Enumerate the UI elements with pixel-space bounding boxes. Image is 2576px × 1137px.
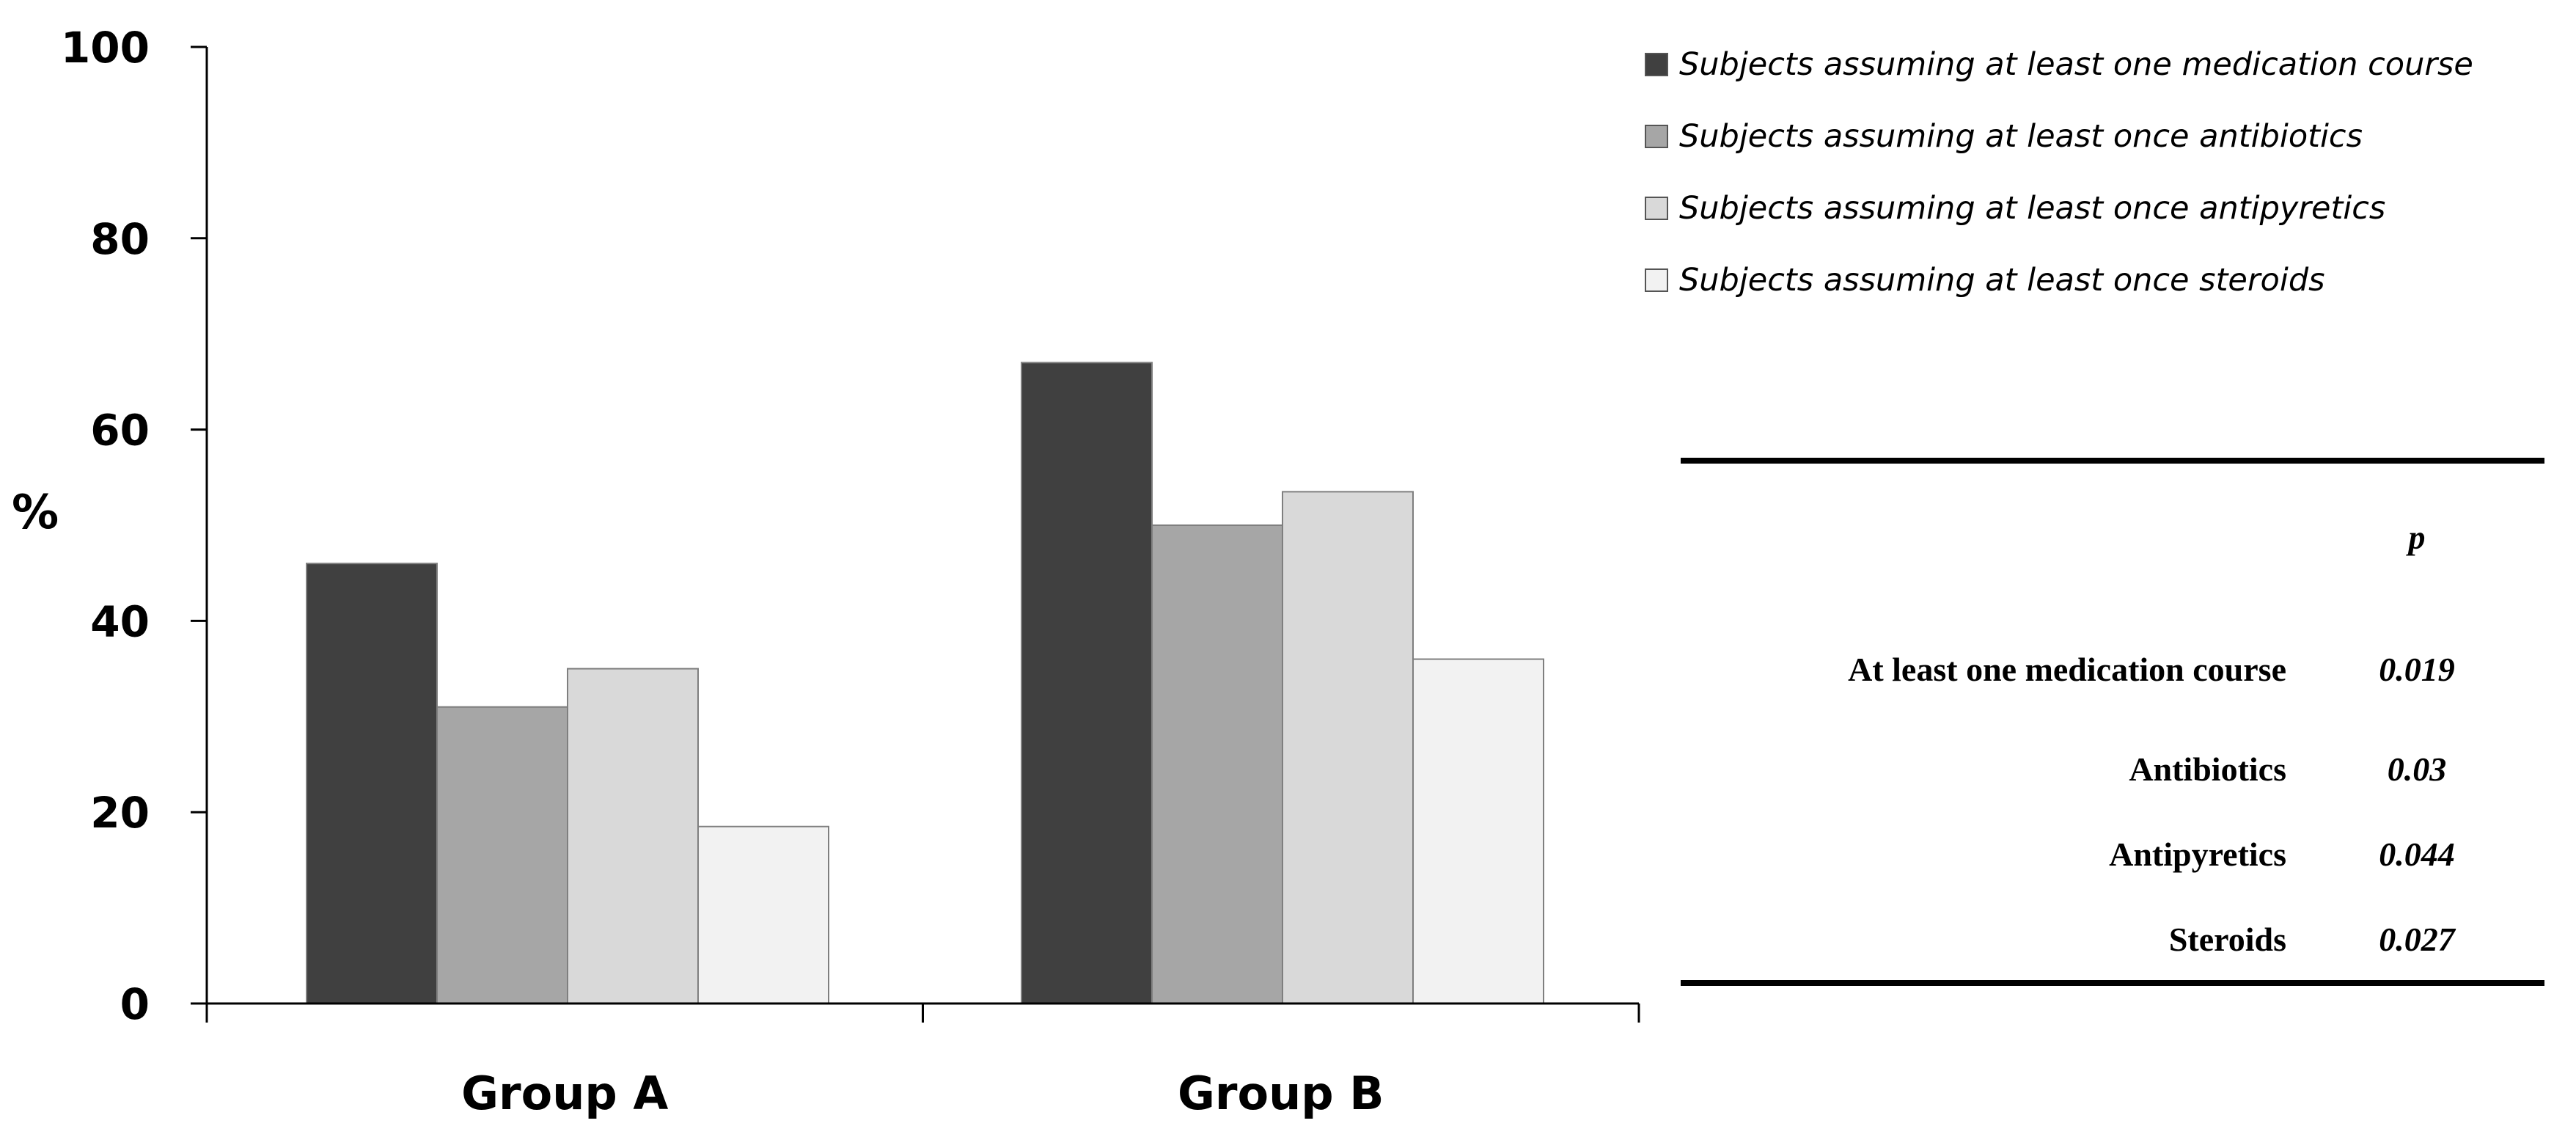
table-row-value-2: 0.03 bbox=[2388, 750, 2447, 788]
bar-group-a-series-1 bbox=[306, 563, 438, 1004]
bars-layer bbox=[306, 362, 1544, 1005]
p-value-table: p At least one medication course 0.019 Anti… bbox=[1681, 458, 2544, 986]
legend-label-1: Subjects assuming at least one medicatio… bbox=[1679, 46, 2473, 83]
y-tick-label-80: 80 bbox=[90, 214, 150, 264]
axes-layer: 0 20 40 60 80 100 Group A Group B bbox=[61, 23, 1640, 1120]
bar-group-b-series-1 bbox=[1021, 362, 1153, 1004]
table-row-value-4: 0.027 bbox=[2379, 921, 2456, 958]
bar-group-b-series-2 bbox=[1151, 524, 1283, 1004]
table-row-value-1: 0.019 bbox=[2379, 651, 2455, 688]
y-tick-label-40: 40 bbox=[90, 596, 150, 646]
bar-group-b-series-3 bbox=[1282, 491, 1414, 1004]
legend-swatch-1 bbox=[1645, 53, 1668, 76]
bar-group-b-series-4 bbox=[1412, 658, 1544, 1004]
y-tick-label-0: 0 bbox=[120, 979, 150, 1029]
category-label-group-b: Group B bbox=[1178, 1067, 1384, 1120]
legend-swatch-4 bbox=[1645, 268, 1668, 292]
table-row-value-3: 0.044 bbox=[2379, 836, 2455, 873]
category-label-group-a: Group A bbox=[461, 1067, 668, 1120]
y-axis-label: % bbox=[12, 486, 59, 540]
legend-swatch-3 bbox=[1645, 197, 1668, 220]
table-header-p: p bbox=[2406, 519, 2426, 556]
legend-label-4: Subjects assuming at least once steroids bbox=[1679, 262, 2325, 299]
table-row-label-1: At least one medication course bbox=[1848, 651, 2286, 688]
table-row-label-3: Antipyretics bbox=[2109, 836, 2286, 873]
bar-group-a-series-4 bbox=[697, 825, 829, 1005]
legend-label-3: Subjects assuming at least once antipyre… bbox=[1679, 190, 2385, 227]
table-row-label-4: Steroids bbox=[2169, 921, 2286, 958]
y-tick-label-100: 100 bbox=[61, 23, 150, 73]
bar-group-a-series-3 bbox=[567, 668, 699, 1004]
bar-group-a-series-2 bbox=[436, 706, 568, 1004]
legend-swatch-2 bbox=[1645, 125, 1668, 148]
legend-label-2: Subjects assuming at least once antibiot… bbox=[1679, 118, 2363, 155]
y-tick-label-60: 60 bbox=[90, 406, 150, 456]
y-tick-label-20: 20 bbox=[90, 788, 150, 838]
legend: Subjects assuming at least one medicatio… bbox=[1645, 46, 2473, 299]
table-row-label-2: Antibiotics bbox=[2129, 750, 2286, 788]
